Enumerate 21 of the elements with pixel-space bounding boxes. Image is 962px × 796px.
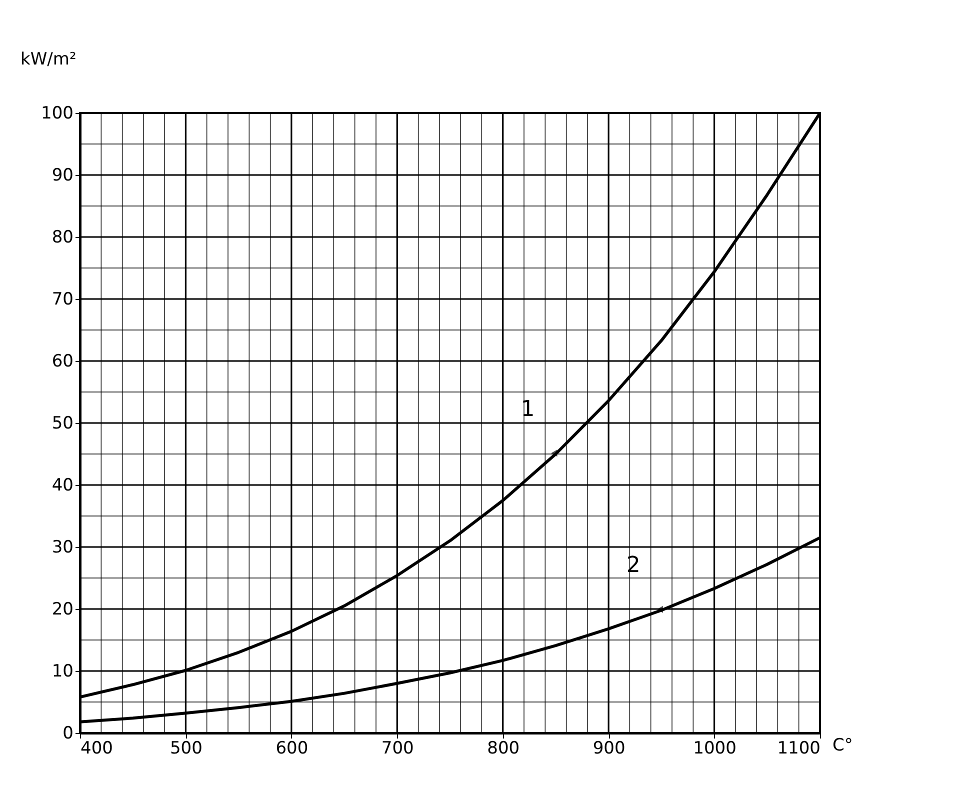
y-tick-label: 80: [52, 228, 74, 248]
y-tick-label: 100: [41, 104, 74, 124]
y-tick-label: 30: [52, 538, 74, 558]
y-tick-label: 10: [52, 662, 74, 682]
x-tick-label: 600: [276, 738, 308, 758]
x-tick-label: 800: [487, 738, 520, 758]
y-tick-label: 20: [52, 600, 74, 620]
x-tick-label: 400: [80, 738, 113, 758]
x-tick-label: 1000: [693, 738, 736, 758]
x-axis-title: C°: [832, 736, 853, 756]
y-tick-label: 90: [52, 166, 74, 186]
y-tick-label: 50: [52, 414, 74, 434]
y-tick-label: 0: [62, 724, 74, 744]
y-axis-title: kW/m²: [20, 50, 76, 70]
x-tick-label: 1100: [777, 738, 820, 758]
y-tick-label: 60: [52, 352, 74, 372]
x-tick-label: 700: [381, 738, 414, 758]
x-tick-label: 900: [592, 738, 626, 758]
y-tick-label: 40: [52, 476, 74, 496]
x-tick-label: 500: [170, 738, 202, 758]
y-tick-label: 70: [52, 290, 74, 310]
